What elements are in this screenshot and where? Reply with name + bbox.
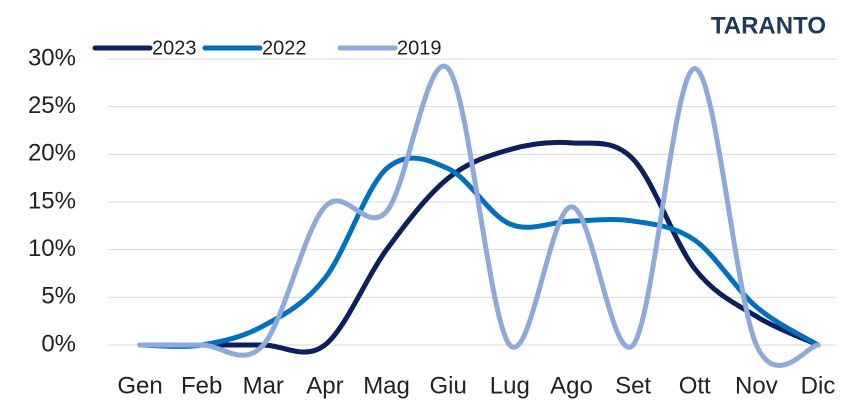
series-line — [137, 155, 821, 349]
x-tick-label: Giu — [430, 372, 467, 399]
legend-label: 2023 — [152, 37, 197, 59]
x-tick-label: Feb — [181, 372, 222, 399]
y-tick-label: 10% — [28, 235, 76, 262]
x-tick-label: Gen — [117, 372, 162, 399]
x-tick-label: Mar — [243, 372, 284, 399]
x-tick-label: Lug — [490, 372, 530, 399]
y-tick-label: 30% — [28, 44, 76, 71]
x-tick-label: Set — [615, 372, 651, 399]
legend-label: 2019 — [397, 37, 442, 59]
x-tick-label: Nov — [735, 372, 778, 399]
series-line — [137, 139, 821, 355]
chart-title: TARANTO — [711, 12, 826, 39]
x-tick-label: Mag — [363, 372, 410, 399]
y-tick-label: 15% — [28, 187, 76, 214]
y-tick-label: 0% — [41, 330, 76, 357]
x-tick-label: Apr — [306, 372, 343, 399]
series-line — [137, 63, 821, 368]
x-tick-label: Ago — [550, 372, 593, 399]
y-tick-label: 25% — [28, 92, 76, 119]
x-tick-label: Ott — [679, 372, 711, 399]
x-tick-label: Dic — [801, 372, 836, 399]
y-tick-label: 20% — [28, 140, 76, 167]
legend-label: 2022 — [262, 37, 307, 59]
y-tick-label: 5% — [41, 283, 76, 310]
